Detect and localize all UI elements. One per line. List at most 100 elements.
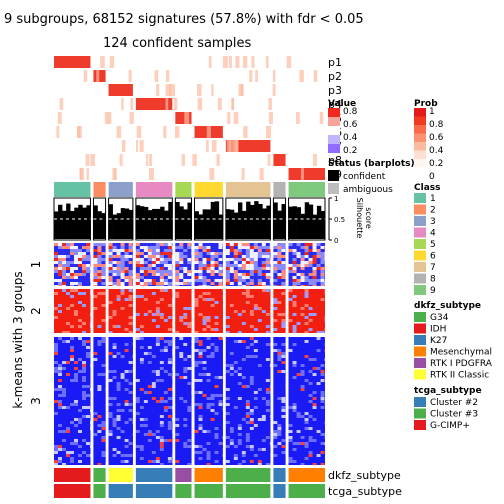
heat-cell bbox=[128, 442, 133, 445]
heat-cell bbox=[288, 264, 293, 267]
heat-cell bbox=[202, 427, 207, 430]
heat-cell bbox=[214, 304, 219, 307]
heat-cell bbox=[167, 307, 172, 310]
heat-cell bbox=[108, 412, 113, 415]
heat-cell bbox=[143, 328, 148, 331]
heat-cell bbox=[253, 436, 258, 439]
heat-cell bbox=[143, 424, 148, 427]
heat-cell bbox=[151, 397, 156, 400]
heat-cell bbox=[241, 331, 246, 333]
heat-cell bbox=[288, 340, 293, 343]
heat-cell bbox=[257, 418, 262, 421]
heat-cell bbox=[101, 343, 106, 346]
heat-cell bbox=[66, 445, 70, 448]
heat-cell bbox=[183, 427, 188, 430]
heat-cell bbox=[237, 325, 242, 328]
heat-cell bbox=[97, 270, 102, 273]
heat-cell bbox=[225, 258, 230, 261]
heat-cell bbox=[74, 358, 78, 361]
heat-cell bbox=[97, 424, 102, 427]
heat-cell bbox=[62, 319, 66, 322]
heat-cell bbox=[151, 273, 156, 276]
heat-cell bbox=[316, 337, 321, 340]
heat-cell bbox=[82, 421, 86, 424]
heat-cell bbox=[202, 445, 207, 448]
heat-cell bbox=[253, 394, 258, 397]
heat-cell bbox=[249, 325, 254, 328]
heat-cell bbox=[281, 364, 286, 367]
heat-cell bbox=[237, 451, 242, 454]
heat-cell bbox=[159, 367, 164, 370]
heat-cell bbox=[139, 331, 144, 333]
heat-cell bbox=[245, 391, 250, 394]
heat-cell bbox=[139, 325, 144, 328]
heat-cell bbox=[135, 460, 140, 463]
heat-cell bbox=[54, 246, 58, 249]
heat-cell bbox=[265, 442, 270, 445]
heat-cell bbox=[151, 252, 156, 255]
heat-cell bbox=[116, 436, 121, 439]
heat-cell bbox=[187, 367, 192, 370]
heat-cell bbox=[187, 376, 192, 379]
heat-cell bbox=[70, 451, 74, 454]
heat-cell bbox=[54, 243, 58, 246]
heat-cell bbox=[135, 285, 140, 286]
heat-cell bbox=[155, 460, 160, 463]
heat-cell bbox=[70, 415, 74, 418]
heat-cell bbox=[257, 246, 262, 249]
heat-cell bbox=[229, 325, 234, 328]
heat-cell bbox=[237, 258, 242, 261]
heat-cell bbox=[316, 346, 321, 349]
heat-cell bbox=[277, 421, 282, 424]
heat-cell bbox=[183, 264, 188, 267]
heat-cell bbox=[261, 295, 266, 298]
heat-cell bbox=[218, 457, 223, 460]
heat-cell bbox=[120, 418, 125, 421]
heat-cell bbox=[120, 264, 125, 267]
heat-cell bbox=[82, 292, 86, 295]
silhouette-bar bbox=[202, 209, 207, 239]
silhouette-bar bbox=[58, 204, 63, 239]
heat-cell bbox=[229, 340, 234, 343]
heat-cell bbox=[128, 325, 133, 328]
heat-cell bbox=[241, 445, 246, 448]
heat-cell bbox=[74, 325, 78, 328]
heat-cell bbox=[163, 376, 168, 379]
heat-cell bbox=[101, 279, 106, 282]
heat-cell bbox=[265, 292, 270, 295]
heat-cell bbox=[155, 349, 160, 352]
heat-cell bbox=[233, 261, 238, 264]
heat-cell bbox=[269, 252, 271, 255]
heat-cell bbox=[308, 328, 313, 331]
heat-cell bbox=[265, 430, 270, 433]
heat-cell bbox=[151, 325, 156, 328]
heat-cell bbox=[58, 285, 62, 286]
heat-cell bbox=[147, 418, 152, 421]
heat-cell bbox=[225, 442, 230, 445]
heat-cell bbox=[58, 249, 62, 252]
heat-cell bbox=[281, 400, 286, 403]
heat-cell bbox=[159, 358, 164, 361]
heat-cell bbox=[198, 282, 203, 285]
heat-cell bbox=[265, 433, 270, 436]
heat-cell bbox=[296, 258, 301, 261]
heat-cell bbox=[273, 270, 278, 273]
heat-cell bbox=[273, 460, 278, 463]
heat-cell bbox=[179, 406, 184, 409]
heat-cell bbox=[116, 289, 121, 292]
heat-cell bbox=[124, 463, 129, 465]
heat-cell bbox=[54, 331, 58, 333]
heat-cell bbox=[183, 255, 188, 258]
heat-cell bbox=[179, 382, 184, 385]
heat-cell bbox=[163, 298, 168, 301]
heat-cell bbox=[159, 379, 164, 382]
heat-cell bbox=[93, 255, 98, 258]
heat-cell bbox=[277, 433, 282, 436]
heat-cell bbox=[265, 285, 270, 286]
heat-cell bbox=[120, 394, 125, 397]
heat-cell bbox=[273, 373, 278, 376]
heat-cell bbox=[82, 328, 86, 331]
heat-cell bbox=[296, 355, 301, 358]
heat-cell bbox=[86, 442, 90, 445]
heat-cell bbox=[249, 349, 254, 352]
